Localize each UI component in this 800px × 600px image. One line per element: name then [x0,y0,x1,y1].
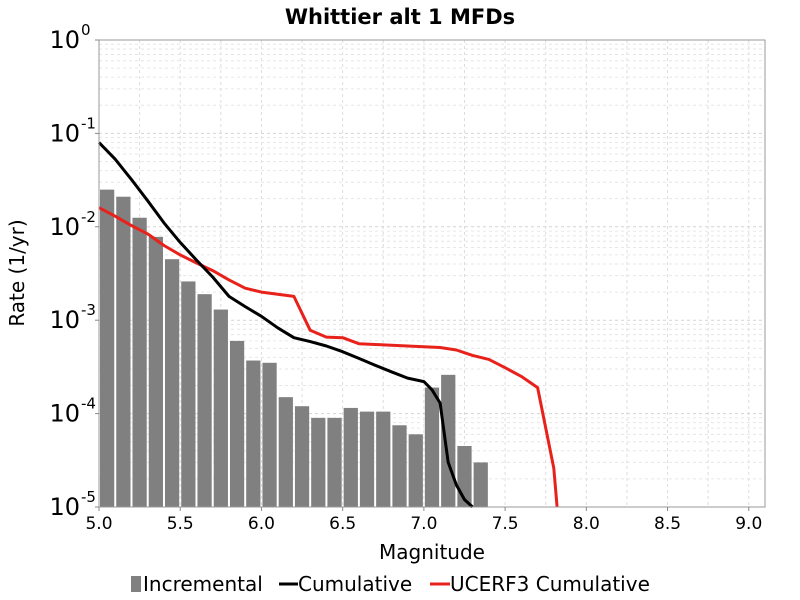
legend-incremental-label: Incremental [143,572,263,596]
x-tick-label: 5.0 [85,514,112,534]
legend-ucerf3-label: UCERF3 Cumulative [450,572,650,596]
incremental-bar [441,374,456,507]
y-axis-ticks: 100 10-1 10-2 10-3 10-4 10-5 [49,21,99,521]
incremental-bar [376,411,391,507]
incremental-bar [278,397,293,507]
incremental-bar [229,340,245,507]
incremental-bar [311,417,326,507]
y-tick-label: 10-3 [49,301,96,334]
incremental-bar [100,189,115,508]
x-tick-label: 5.5 [167,514,194,534]
y-tick-label: 10-2 [49,208,96,241]
incremental-bar [164,259,180,507]
incremental-bar [132,217,147,508]
incremental-bar [116,196,131,507]
incremental-bar [246,360,261,507]
incremental-bar [327,417,342,507]
incremental-bar [262,362,277,507]
incremental-bar [181,281,196,507]
legend: Incremental Cumulative UCERF3 Cumulative [131,572,650,596]
legend-incremental-swatch [131,576,141,592]
chart-title: Whittier alt 1 MFDs [285,5,515,29]
incremental-bars [100,189,488,508]
legend-cumulative-label: Cumulative [298,572,412,596]
incremental-bar [148,236,163,507]
y-tick-label: 10-4 [49,395,96,428]
x-tick-label: 7.0 [410,514,437,534]
y-tick-label: 10-1 [49,114,96,147]
x-tick-label: 8.0 [573,514,600,534]
incremental-bar [392,425,407,507]
x-tick-label: 9.0 [735,514,762,534]
x-axis-ticks: 5.0 5.5 6.0 6.5 7.0 7.5 8.0 8.5 9.0 [85,507,762,534]
x-axis-label: Magnitude [379,540,485,564]
cumulative-lines [97,141,559,509]
ucerf3-cumulative-line [98,206,559,508]
x-tick-label: 6.5 [329,514,356,534]
y-tick-label: 10-5 [49,488,96,521]
incremental-bar [197,294,212,507]
y-tick-label: 100 [49,21,90,54]
incremental-bar [359,411,375,507]
incremental-bar [473,462,488,507]
x-tick-label: 6.0 [248,514,275,534]
plot-border [98,39,766,508]
y-axis-label: Rate (1/yr) [5,219,29,326]
cumulative-line [97,141,474,509]
incremental-bar [343,407,358,507]
incremental-bar [213,309,228,507]
incremental-bar [424,387,440,507]
x-tick-label: 8.5 [654,514,681,534]
incremental-bar [408,434,423,507]
incremental-bar [294,406,310,507]
x-tick-label: 7.5 [492,514,519,534]
